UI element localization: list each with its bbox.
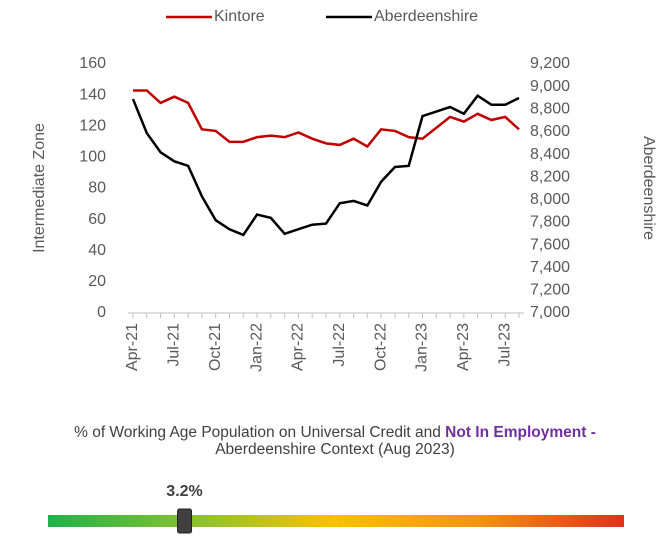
y-tick-label: 60 — [88, 211, 106, 228]
x-tick-label: Apr-21 — [124, 323, 141, 371]
gauge-marker — [177, 508, 193, 534]
y2-tick-label: 8,000 — [530, 191, 570, 208]
y-tick-label: 160 — [79, 55, 106, 72]
gauge-title: % of Working Age Population on Universal… — [30, 424, 640, 458]
y2-tick-label: 7,200 — [530, 282, 570, 299]
gauge-bar — [48, 515, 624, 527]
y2-tick-label: 8,800 — [530, 100, 570, 117]
x-tick-label: Jul-22 — [331, 323, 348, 367]
x-tick-label: Apr-23 — [455, 323, 472, 371]
y-tick-label: 80 — [88, 180, 106, 197]
y2-tick-label: 9,200 — [530, 55, 570, 72]
y2-tick-label: 7,400 — [530, 259, 570, 276]
y-tick-label: 40 — [88, 242, 106, 259]
y-tick-label: 120 — [79, 117, 106, 134]
x-tick-label: Jul-23 — [496, 323, 513, 367]
y-tick-label: 100 — [79, 149, 106, 166]
chart: Intermediate Zone Aberdeenshire 0 20 40 60 8… — [31, 8, 657, 372]
gauge-title-text: Aberdeenshire Context (Aug 2023) — [215, 441, 455, 458]
x-tick-label: Apr-22 — [290, 323, 307, 371]
gauge-title-text: % of Working Age Population on Universal… — [74, 424, 446, 441]
y2-tick-label: 7,600 — [530, 236, 570, 253]
x-tick-label: Jul-21 — [166, 323, 183, 367]
x-tick-label: Oct-22 — [372, 323, 389, 371]
y-tick-label: 20 — [88, 273, 106, 290]
x-tick-label: Jan-23 — [414, 323, 431, 372]
y-tick-label: 140 — [79, 86, 106, 103]
y2-tick-label: 8,600 — [530, 123, 570, 140]
y2-tick-label: 8,400 — [530, 146, 570, 163]
x-tick-label: Jan-22 — [248, 323, 265, 372]
gauge-value-label: 3.2% — [166, 483, 202, 500]
y2-tick-label: 7,800 — [530, 214, 570, 231]
y2-tick-label: 9,000 — [530, 78, 570, 95]
y2-tick-label: 8,200 — [530, 168, 570, 185]
y2-tick-label: 7,000 — [530, 304, 570, 321]
line-series — [133, 89, 520, 149]
legend-label: Kintore — [214, 8, 265, 25]
line-series — [131, 94, 520, 237]
x-tick-label: Oct-21 — [207, 323, 224, 371]
legend-label: Aberdeenshire — [374, 8, 478, 25]
y-axis-title: Intermediate Zone — [31, 123, 48, 253]
gauge-title-bold: Not In Employment - — [445, 424, 596, 441]
y-tick-label: 0 — [97, 304, 106, 321]
y2-axis-title: Aberdeenshire — [640, 136, 657, 240]
